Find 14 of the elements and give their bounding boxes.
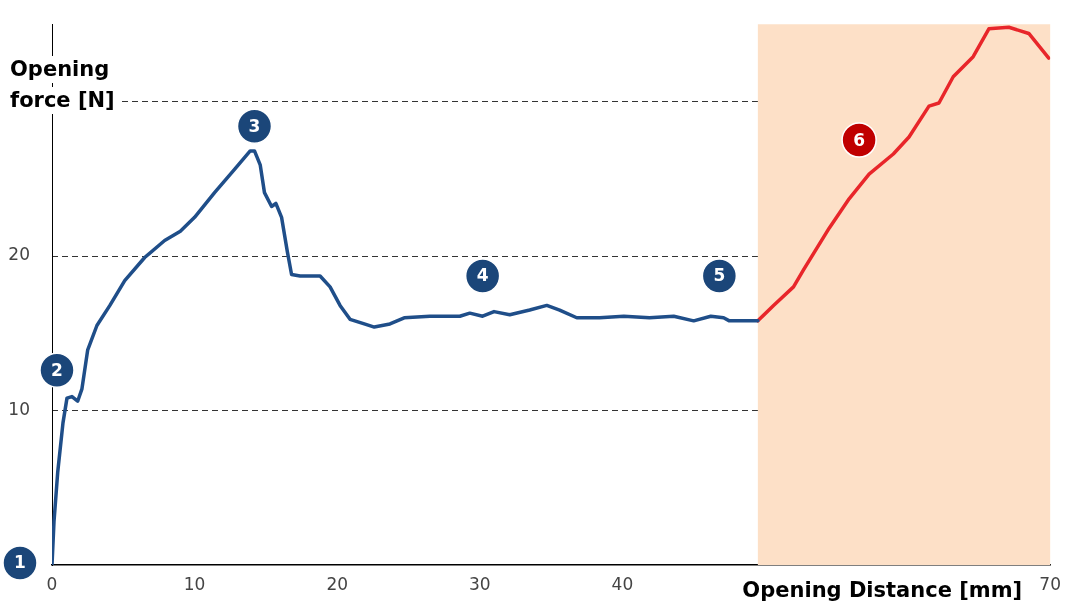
annotation: 5 <box>713 265 726 286</box>
x-tick-label: 40 <box>611 573 634 594</box>
x-tick-label: 10 <box>183 573 206 594</box>
annotation: 1 <box>14 552 26 573</box>
x-tick-label: 0 <box>46 573 58 594</box>
x-tick-label: 20 <box>326 573 349 594</box>
y-axis-title: Opening force [N] <box>10 57 115 112</box>
x-axis-title: Opening Distance [mm] <box>742 578 1023 602</box>
x-tick-label: 30 <box>468 573 491 594</box>
annotation: 6 <box>853 129 866 150</box>
annotation: 2 <box>51 359 63 380</box>
x-tick-label: 70 <box>1039 573 1061 594</box>
annotation: 3 <box>248 115 261 136</box>
annotation: 4 <box>476 265 489 286</box>
